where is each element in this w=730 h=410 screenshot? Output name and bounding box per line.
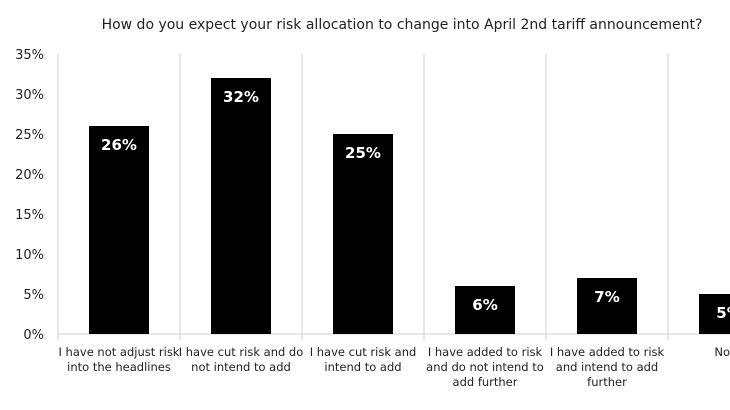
category-label: I have not adjust risk into the headlines: [59, 345, 180, 374]
category-label: I have added to risk and intend to add fur…: [550, 345, 665, 389]
category-label: I have cut risk and intend to add: [310, 345, 417, 374]
bar: [577, 278, 637, 334]
bars: [89, 78, 730, 334]
category-label: No vi: [714, 345, 730, 359]
y-tick-label: 20%: [15, 168, 44, 183]
data-label: 5%: [716, 304, 730, 322]
data-labels: 26% 32% 25% 6% 7% 5%: [101, 88, 730, 322]
bar: [89, 126, 149, 334]
data-label: 6%: [472, 296, 497, 314]
bar: [211, 78, 271, 334]
category-label: I have added to risk and do not intend to…: [426, 345, 544, 389]
y-tick-label: 10%: [15, 248, 44, 263]
data-label: 7%: [594, 288, 619, 306]
y-tick-label: 30%: [15, 88, 44, 103]
y-tick-label: 15%: [15, 208, 44, 223]
data-label: 32%: [223, 88, 259, 106]
y-tick-label: 0%: [23, 328, 44, 343]
y-tick-label: 5%: [23, 288, 44, 303]
bar: [333, 134, 393, 334]
bar: [699, 294, 730, 334]
chart-title: How do you expect your risk allocation t…: [102, 17, 703, 33]
category-separators: [57, 54, 669, 340]
y-tick-label: 25%: [15, 128, 44, 143]
x-axis: I have not adjust risk into the headlines…: [59, 345, 730, 389]
bar: [455, 286, 515, 334]
y-tick-label: 35%: [15, 48, 44, 63]
data-label: 26%: [101, 136, 137, 154]
data-label: 25%: [345, 144, 381, 162]
category-label: I have cut risk and do not intend to add: [179, 345, 304, 374]
